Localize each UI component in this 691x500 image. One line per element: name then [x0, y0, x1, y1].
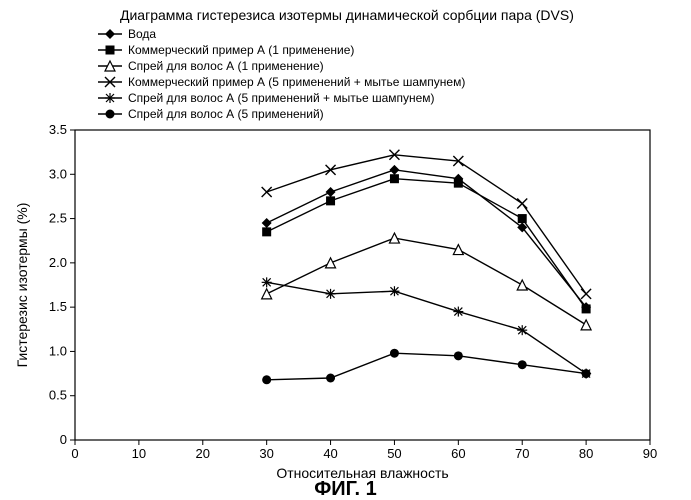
x-tick-label: 30 — [259, 446, 273, 461]
y-tick-label: 3.5 — [49, 122, 67, 137]
y-tick-label: 0.5 — [49, 388, 67, 403]
circle-filled-marker — [262, 375, 271, 384]
asterisk-marker — [389, 286, 399, 296]
legend-label: Спрей для волос А (5 применений) — [128, 107, 324, 121]
x-tick-label: 60 — [451, 446, 465, 461]
square-filled-marker — [326, 196, 335, 205]
x-tick-label: 80 — [579, 446, 593, 461]
legend-label: Спрей для волос А (5 применений + мытье … — [128, 91, 435, 105]
square-filled-marker — [390, 174, 399, 183]
circle-filled-marker — [106, 110, 115, 119]
y-tick-label: 3.0 — [49, 166, 67, 181]
legend-label: Спрей для волос А (1 применение) — [128, 59, 324, 73]
x-tick-label: 90 — [643, 446, 657, 461]
circle-filled-marker — [518, 360, 527, 369]
legend-label: Коммерческий пример А (1 применение) — [128, 43, 354, 57]
y-tick-label: 2.0 — [49, 255, 67, 270]
y-tick-label: 1.5 — [49, 299, 67, 314]
square-filled-marker — [518, 214, 527, 223]
asterisk-marker — [517, 325, 527, 335]
chart-title: Диаграмма гистерезиса изотермы динамичес… — [120, 7, 574, 23]
dvs-hysteresis-chart: 0 10 20 30 40 50 60 70 80 90 0 0.5 1.0 1.5 2.0 2.5 3.0 3.… — [0, 0, 691, 500]
y-tick-label: 1.0 — [49, 343, 67, 358]
square-filled-marker — [454, 179, 463, 188]
legend-label: Коммерческий пример А (5 применений + мы… — [128, 75, 465, 89]
asterisk-marker — [262, 277, 272, 287]
asterisk-marker — [105, 93, 115, 103]
legend-label: Вода — [128, 27, 156, 41]
circle-filled-marker — [454, 351, 463, 360]
figure-label: ФИГ. 1 — [314, 478, 377, 500]
x-tick-label: 50 — [387, 446, 401, 461]
circle-filled-marker — [326, 374, 335, 383]
x-tick-label: 20 — [196, 446, 210, 461]
circle-filled-marker — [390, 349, 399, 358]
square-filled-marker — [106, 46, 115, 55]
circle-filled-marker — [582, 369, 591, 378]
asterisk-marker — [326, 289, 336, 299]
square-filled-marker — [262, 227, 271, 236]
x-tick-label: 70 — [515, 446, 529, 461]
y-tick-label: 2.5 — [49, 211, 67, 226]
square-filled-marker — [582, 304, 591, 313]
asterisk-marker — [453, 307, 463, 317]
x-tick-label: 10 — [132, 446, 146, 461]
x-tick-label: 40 — [323, 446, 337, 461]
x-tick-label: 0 — [71, 446, 78, 461]
y-axis-label: Гистерезис изотермы (%) — [14, 203, 30, 368]
y-tick-label: 0 — [60, 432, 67, 447]
